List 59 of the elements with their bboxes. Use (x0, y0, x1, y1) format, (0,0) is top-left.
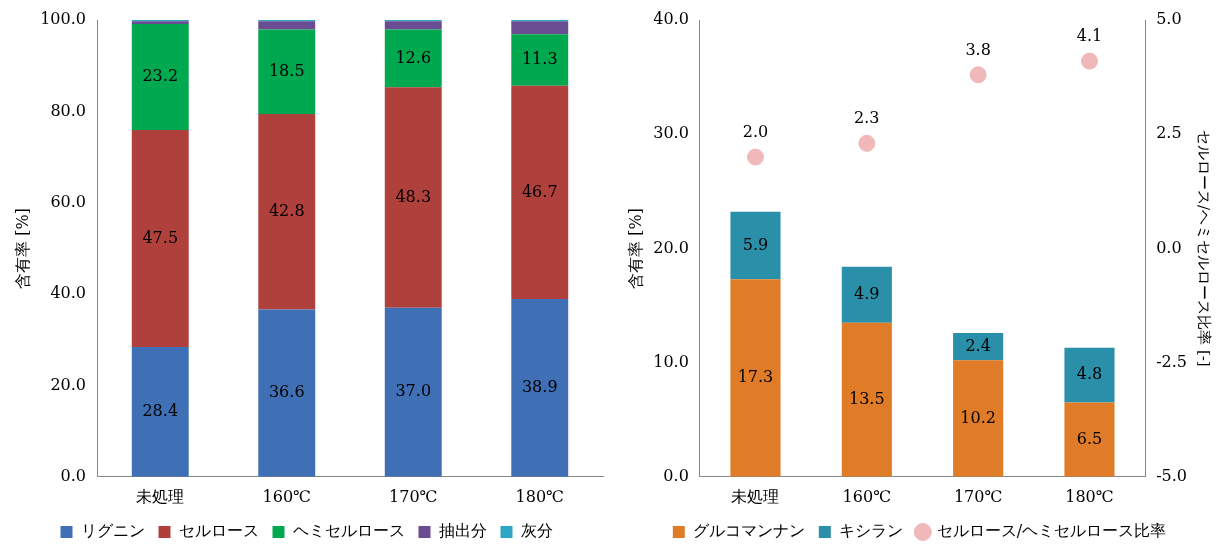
data-label: 13.5 (849, 388, 885, 408)
y2-axis-title: セルロース/ヘミセルロース比率 [-] (1195, 130, 1214, 367)
legend-label: セルロース/ヘミセルロース比率 (936, 521, 1167, 541)
x-tick-label: 180℃ (1065, 486, 1114, 506)
data-label: 46.7 (521, 181, 558, 201)
data-label: 2.3 (854, 108, 880, 128)
data-label: 3.8 (965, 39, 991, 59)
y-tick-label: 40.0 (653, 9, 689, 29)
data-label: 28.4 (142, 401, 179, 421)
data-label: 5.9 (742, 234, 769, 254)
legend-label: セルロース (178, 521, 259, 541)
y2-tick-label: 0.0 (1156, 237, 1182, 257)
y-tick-label: 80.0 (50, 100, 86, 120)
y-tick-label: 100.0 (40, 9, 86, 29)
data-label: 4.9 (854, 283, 880, 303)
data-label: 36.6 (268, 382, 305, 402)
y-tick-label: 20.0 (50, 374, 86, 394)
legend-label: 灰分 (520, 521, 553, 541)
y-tick-label: 20.0 (653, 237, 689, 257)
y-tick-label: 0.0 (663, 465, 689, 485)
data-label: 37.0 (395, 381, 432, 401)
legend-label: グルコマンナン (692, 521, 805, 541)
y-axis-title: 含有率 [%] (625, 208, 645, 289)
data-label: 48.3 (395, 186, 432, 206)
data-label: 17.3 (737, 367, 774, 387)
x-tick-label: 170℃ (389, 486, 438, 506)
legend-label: キシラン (838, 521, 903, 541)
data-label: 6.5 (1076, 428, 1103, 448)
data-label: 12.6 (395, 47, 432, 67)
x-tick-label: 未処理 (731, 486, 780, 506)
x-tick-label: 未処理 (136, 486, 185, 506)
data-label: 42.8 (268, 201, 305, 221)
y-axis-title: 含有率 [%] (12, 208, 32, 289)
data-label: 4.8 (1076, 364, 1103, 384)
legend-label: 抽出分 (438, 521, 487, 541)
x-tick-label: 160℃ (262, 486, 311, 506)
y2-tick-label: -2.5 (1156, 351, 1188, 371)
data-label: 38.9 (521, 377, 558, 397)
data-label: 18.5 (268, 61, 305, 80)
data-label: 4.1 (1076, 26, 1103, 46)
legend-label: ヘミセルロース (292, 521, 405, 541)
y-tick-label: 10.0 (653, 351, 689, 371)
legend-label: リグニン (80, 521, 145, 541)
x-tick-label: 170℃ (953, 486, 1003, 506)
x-tick-label: 180℃ (515, 486, 564, 506)
y2-tick-label: 2.5 (1156, 123, 1182, 143)
data-label: 11.3 (521, 49, 558, 69)
data-label: 2.0 (742, 122, 769, 142)
y-tick-label: 40.0 (50, 283, 86, 303)
data-label: 2.4 (965, 335, 991, 355)
y-tick-label: 30.0 (653, 123, 689, 143)
y-tick-label: 60.0 (50, 191, 86, 211)
data-label: 23.2 (142, 66, 179, 86)
data-label: 10.2 (960, 407, 996, 427)
x-tick-label: 160℃ (842, 486, 892, 506)
y2-tick-label: -5.0 (1156, 465, 1188, 485)
y2-tick-label: 5.0 (1156, 9, 1182, 29)
data-label: 47.5 (142, 227, 179, 247)
y-tick-label: 0.0 (60, 465, 86, 485)
